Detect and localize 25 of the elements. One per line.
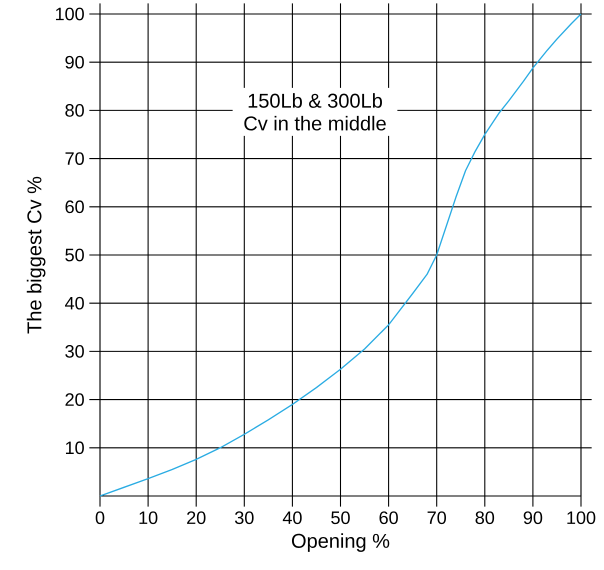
x-axis-title: Opening % <box>292 533 390 552</box>
y-tick-label: 70 <box>66 152 84 165</box>
x-tick-label: 70 <box>428 511 446 524</box>
annotation: 150Lb & 300Lb <box>248 93 382 108</box>
x-tick-label: 100 <box>567 511 596 524</box>
y-tick-label: 100 <box>56 8 84 20</box>
y-tick-label: 80 <box>65 104 84 117</box>
y-tick-label: 60 <box>66 200 84 214</box>
y-tick-label: 90 <box>65 56 84 69</box>
x-tick-label: 80 <box>476 511 494 524</box>
x-tick-label: 60 <box>380 511 398 524</box>
y-axis-title: The biggest Cv % <box>26 176 46 334</box>
y-tick-label: 30 <box>65 345 84 358</box>
annotation: Cv in the middle <box>244 116 386 131</box>
y-tick-label: 10 <box>66 441 84 454</box>
x-tick-label: 50 <box>331 511 350 524</box>
x-tick-label: 20 <box>187 511 206 524</box>
y-tick-label: 20 <box>66 393 84 406</box>
x-tick-label: 40 <box>282 511 302 524</box>
x-tick-label: 10 <box>139 511 158 524</box>
x-tick-label: 0 <box>96 511 104 524</box>
x-tick-label: 30 <box>234 511 254 524</box>
y-tick-label: 50 <box>65 248 84 262</box>
x-tick-label: 90 <box>524 511 542 524</box>
y-tick-label: 40 <box>65 296 84 310</box>
